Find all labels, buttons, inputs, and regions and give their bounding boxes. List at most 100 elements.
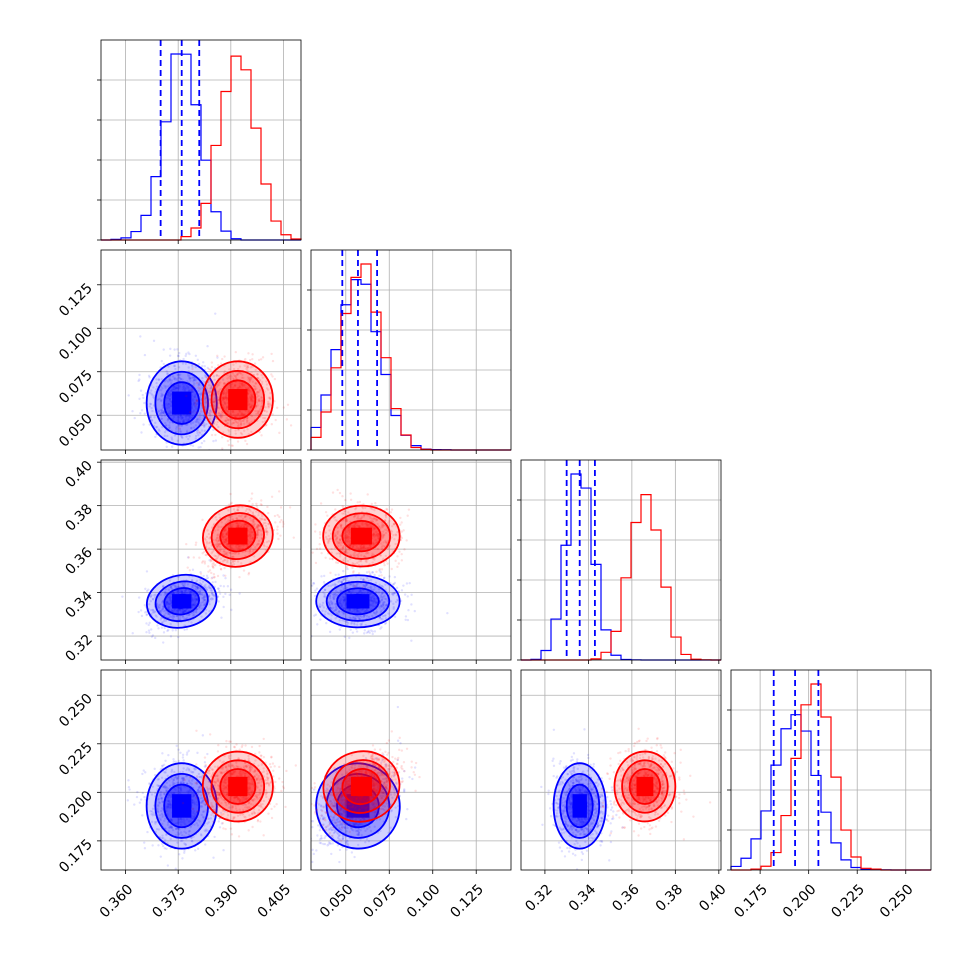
sample-point xyxy=(276,528,279,531)
sample-point xyxy=(369,596,373,600)
sample-point xyxy=(166,385,170,388)
sample-point xyxy=(190,363,194,367)
sample-point xyxy=(223,382,226,385)
sample-point xyxy=(222,431,225,434)
sample-point xyxy=(208,541,212,544)
sample-point xyxy=(200,401,203,405)
sample-point xyxy=(236,373,239,376)
sample-point xyxy=(216,420,219,424)
sample-point xyxy=(237,524,240,527)
sample-point xyxy=(174,760,177,763)
sample-point xyxy=(255,393,258,396)
sample-point xyxy=(173,615,176,618)
sample-point xyxy=(216,587,220,590)
sample-point xyxy=(205,422,208,426)
sample-point xyxy=(207,547,211,550)
sample-point xyxy=(198,431,202,435)
sample-point xyxy=(191,584,195,587)
sample-point xyxy=(178,590,182,594)
sample-point xyxy=(224,419,228,422)
sample-point xyxy=(220,416,223,419)
sample-point xyxy=(204,396,208,399)
sample-point xyxy=(225,540,228,544)
sample-point xyxy=(278,515,281,519)
sample-point xyxy=(182,608,186,611)
sample-point xyxy=(192,602,195,606)
sample-point xyxy=(185,384,188,388)
sample-point xyxy=(373,598,376,601)
sample-point xyxy=(172,592,175,595)
sample-point xyxy=(213,393,216,396)
sample-point xyxy=(260,503,263,507)
sample-point xyxy=(231,560,234,564)
sample-point xyxy=(222,585,226,588)
sample-point xyxy=(149,600,153,603)
sample-point xyxy=(209,589,212,592)
sample-point xyxy=(375,570,378,573)
sample-point xyxy=(164,601,168,604)
sample-point xyxy=(231,518,235,521)
sample-point xyxy=(190,590,193,594)
sample-point xyxy=(207,402,210,405)
sample-point xyxy=(239,422,243,425)
sample-point xyxy=(234,374,237,378)
sample-point xyxy=(200,588,203,591)
sample-point xyxy=(404,615,408,618)
sample-point xyxy=(139,798,143,801)
sample-point xyxy=(383,563,386,567)
sample-point xyxy=(161,406,165,410)
sample-point xyxy=(323,588,327,592)
sample-point xyxy=(257,524,261,527)
sample-point xyxy=(168,397,172,401)
histogram-panel xyxy=(727,669,932,874)
sample-point xyxy=(239,372,243,375)
sample-point xyxy=(161,404,164,407)
sample-point xyxy=(224,576,227,580)
sample-point xyxy=(169,586,172,589)
sample-point xyxy=(365,631,369,634)
sample-point xyxy=(363,629,367,632)
sample-point xyxy=(196,598,199,601)
panel-frame xyxy=(730,669,932,871)
sample-point xyxy=(230,546,233,549)
sample-point xyxy=(224,538,227,541)
sample-point xyxy=(193,604,196,608)
sample-point xyxy=(279,534,282,537)
sample-point xyxy=(343,599,346,603)
sample-point xyxy=(188,352,191,356)
density-contour xyxy=(228,389,248,411)
sample-point xyxy=(224,538,228,542)
sample-point xyxy=(226,554,229,557)
sample-point xyxy=(330,601,333,604)
sample-point xyxy=(196,358,199,362)
sample-point xyxy=(143,401,146,405)
sample-point xyxy=(249,397,253,400)
sample-point xyxy=(251,512,254,515)
sample-point xyxy=(379,627,382,630)
sample-point xyxy=(251,395,254,399)
sample-point xyxy=(167,406,171,409)
sample-point xyxy=(212,428,215,432)
sample-point xyxy=(145,589,149,593)
density-peak xyxy=(228,389,248,411)
sample-point xyxy=(170,593,173,596)
sample-point xyxy=(217,539,220,543)
sample-point xyxy=(215,539,218,542)
sample-point xyxy=(174,378,177,381)
sample-point xyxy=(189,388,192,392)
sample-point xyxy=(196,431,199,435)
sample-point xyxy=(226,543,229,546)
sample-point xyxy=(160,417,163,421)
sample-point xyxy=(194,849,197,852)
sample-point xyxy=(241,419,244,423)
sample-point xyxy=(183,387,186,390)
sample-point xyxy=(167,612,170,615)
sample-point xyxy=(195,579,199,582)
sample-point xyxy=(171,388,174,391)
sample-point xyxy=(145,630,148,634)
sample-point xyxy=(263,417,267,420)
sample-point xyxy=(219,362,223,365)
sample-point xyxy=(227,428,230,432)
sample-point xyxy=(381,591,384,594)
sample-point xyxy=(229,502,233,505)
